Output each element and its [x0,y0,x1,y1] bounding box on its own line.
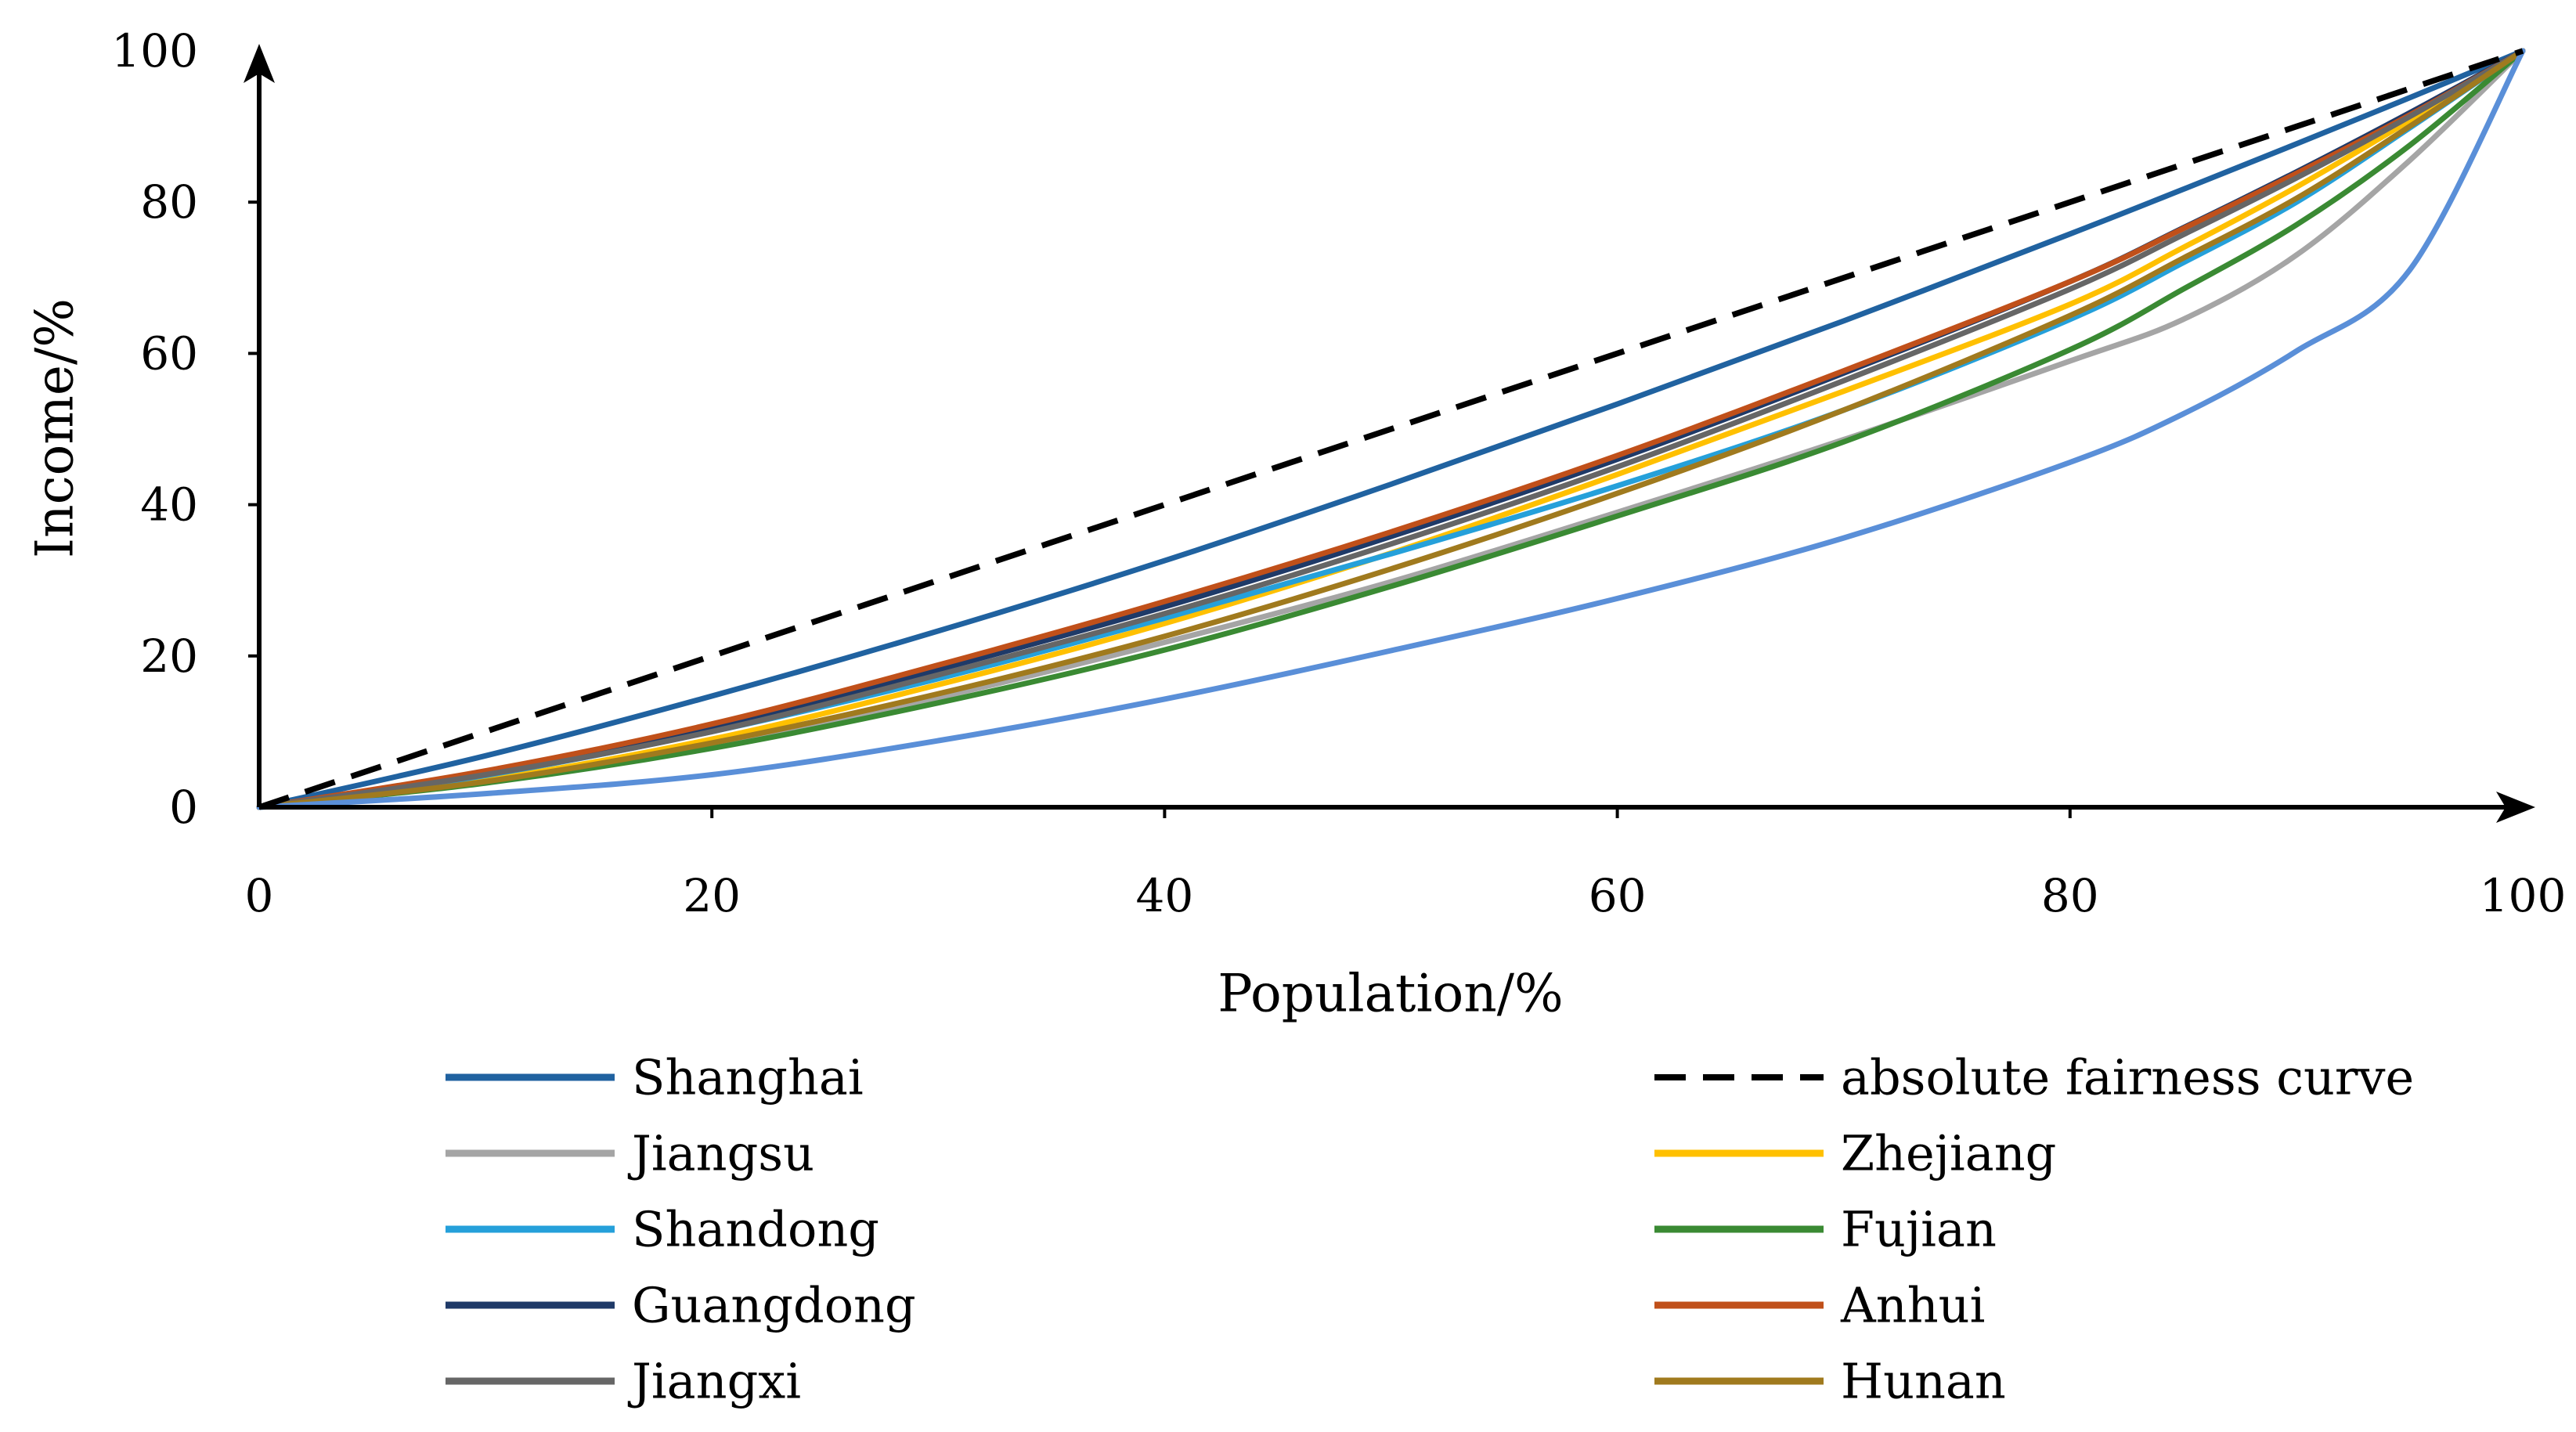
legend-item-shandong: Shandong [446,1201,879,1258]
x-axis-title: Population/% [1218,964,1564,1024]
y-tick-label: 100 [111,24,198,78]
legend-item-zhejiang: Zhejiang [1654,1125,2056,1182]
series-line-shanghai [256,48,2526,810]
series-line-fujian [256,48,2526,810]
legend-label: Zhejiang [1841,1125,2056,1182]
legend-item-hunan: Hunan [1654,1353,2006,1410]
legend-label: Hunan [1841,1353,2006,1410]
x-tick-label: 40 [1135,869,1193,922]
legend-item-anhui: Anhui [1654,1277,1985,1334]
x-tick-label: 20 [683,869,741,922]
legend-label: Jiangsu [627,1125,814,1182]
legend-item-fujian: Fujian [1654,1201,1997,1258]
legend-label: Shanghai [632,1049,864,1106]
axes: 0 20 40 60 80 100 0 20 40 60 80 100 [111,24,2566,922]
x-tick-label: 100 [2480,869,2567,922]
series-line-anhui [256,48,2526,810]
y-tick-label: 80 [140,175,198,229]
legend-label: Shandong [632,1201,879,1258]
x-axis-arrow [2496,792,2535,823]
series-line-zhejiang [256,48,2526,810]
legend-label: Fujian [1841,1201,1997,1258]
legend-item-guangdong: Guangdong [446,1277,916,1334]
y-axis-arrow [244,44,275,83]
series-line-jiangxi [256,48,2526,810]
legend-item-jiangxi: Jiangxi [446,1353,801,1410]
series-line-absolute-fairness-curve [258,48,2524,810]
legend-label: Guangdong [632,1277,916,1334]
x-tick-label: 0 [245,869,274,922]
legend-item-shanghai: Shanghai [446,1049,864,1106]
x-tick-label: 60 [1589,869,1647,922]
plot-series [256,48,2526,810]
y-tick-label: 40 [140,478,198,532]
y-tick-label: 0 [169,781,198,834]
legend-label: absolute fairness curve [1841,1049,2414,1106]
series-line-unlabeled [256,48,2526,810]
legend-item-jiangsu: Jiangsu [446,1125,814,1182]
y-tick-label: 60 [140,326,198,380]
series-line-hunan [256,48,2526,810]
y-axis-title: Income/% [25,298,85,558]
legend-label: Jiangxi [627,1353,801,1410]
y-tick-label: 20 [140,629,198,683]
legend: Shanghai absolute fairness curve Jiangsu Zh… [446,1049,2414,1410]
x-tick-label: 80 [2041,869,2099,922]
legend-item-absolute-fairness-curve: absolute fairness curve [1654,1049,2414,1106]
legend-label: Anhui [1840,1277,1985,1334]
